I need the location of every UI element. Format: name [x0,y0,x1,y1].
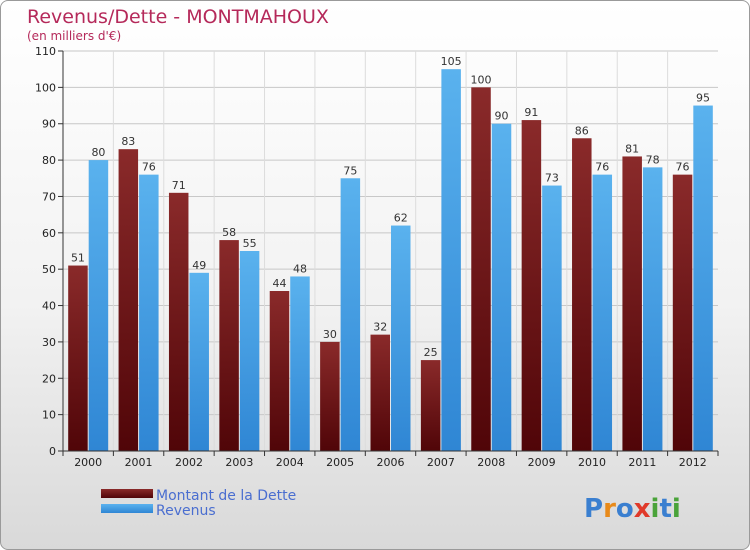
data-label-revenus: 76 [142,161,156,174]
data-label-revenus: 73 [545,172,559,185]
data-label-debt: 30 [323,328,337,341]
bar-revenus [239,251,260,451]
data-label-revenus: 80 [91,146,105,159]
data-label-debt: 91 [524,106,538,119]
bar-debt [572,138,592,452]
bar-revenus [592,174,613,452]
x-tick-label: 2010 [578,456,606,469]
y-tick-label: 100 [35,81,56,94]
bar-debt [269,291,290,451]
data-label-revenus: 49 [192,259,206,272]
chart-subtitle: (en milliers d'€) [27,29,121,43]
x-tick-label: 2009 [528,456,556,469]
bar-revenus [542,185,562,451]
data-label-debt: 71 [172,179,186,192]
y-tick-label: 70 [42,190,56,203]
y-tick-label: 40 [42,300,56,313]
x-tick-label: 2007 [427,456,455,469]
data-label-revenus: 75 [343,164,357,177]
bar-revenus [642,167,663,451]
bar-debt [471,87,491,451]
data-label-revenus: 78 [646,153,660,166]
data-label-revenus: 62 [394,212,408,225]
bar-debt [521,120,542,451]
data-label-debt: 44 [272,277,286,290]
y-tick-label: 20 [42,372,56,385]
legend: Montant de la Dette Revenus [101,488,296,519]
bar-debt [622,156,642,452]
legend-swatch-revenus [101,504,153,513]
bar-debt [219,240,239,451]
data-label-debt: 76 [676,161,690,174]
data-label-debt: 83 [121,135,135,148]
bar-revenus [391,225,411,451]
chart-title: Revenus/Dette - MONTMAHOUX [27,6,329,28]
bar-debt [68,265,88,451]
bar-revenus [290,276,310,451]
data-label-revenus: 105 [441,55,462,68]
bars: 51 80 83 76 71 49 58 55 44 48 30 75 32 62 25 105 100 90 91… [68,55,713,452]
bar-debt [168,192,189,451]
axes: 0 10 20 30 40 50 60 70 80 90 100 110 2000 2001 2002 200… [35,45,719,469]
y-tick-label: 0 [49,445,56,458]
x-tick-label: 2003 [225,456,253,469]
bar-revenus [88,160,109,451]
bar-debt [118,149,139,451]
y-tick-label: 30 [42,336,56,349]
proxiti-logo: Proxiti [584,494,681,524]
data-label-revenus: 55 [243,237,257,250]
y-tick-label: 80 [42,154,56,167]
y-tick-label: 10 [42,409,56,422]
bar-debt [370,334,390,451]
data-label-revenus: 95 [696,92,710,105]
data-label-debt: 51 [71,252,85,265]
data-label-debt: 32 [373,321,387,334]
y-tick-label: 110 [35,45,56,58]
data-label-revenus: 90 [495,110,509,123]
legend-label-revenus: Revenus [156,503,216,519]
x-tick-label: 2008 [477,456,505,469]
x-tick-label: 2002 [175,456,203,469]
bar-revenus [491,123,512,452]
data-label-revenus: 76 [595,161,609,174]
bar-debt [320,341,340,451]
data-label-debt: 25 [424,346,438,359]
bar-debt [420,360,441,451]
x-tick-label: 2004 [276,456,304,469]
x-tick-label: 2001 [125,456,153,469]
y-tick-label: 50 [42,263,56,276]
legend-label-debt: Montant de la Dette [156,488,296,504]
legend-swatch-debt [101,489,153,498]
bar-revenus [139,174,159,452]
bar-revenus [441,69,461,451]
bar-revenus [189,272,209,451]
y-tick-label: 90 [42,118,56,131]
data-label-debt: 58 [222,226,236,239]
bar-debt [672,174,693,452]
bar-revenus [693,105,713,451]
data-label-debt: 86 [575,124,589,137]
x-tick-label: 2005 [326,456,354,469]
gridlines [63,50,718,452]
bar-revenus [340,178,361,452]
data-label-debt: 81 [625,142,639,155]
x-tick-label: 2000 [74,456,102,469]
x-tick-label: 2006 [377,456,405,469]
x-tick-label: 2011 [628,456,656,469]
data-label-revenus: 48 [293,262,307,275]
x-tick-label: 2012 [679,456,707,469]
y-tick-label: 60 [42,227,56,240]
data-label-debt: 100 [471,73,492,86]
